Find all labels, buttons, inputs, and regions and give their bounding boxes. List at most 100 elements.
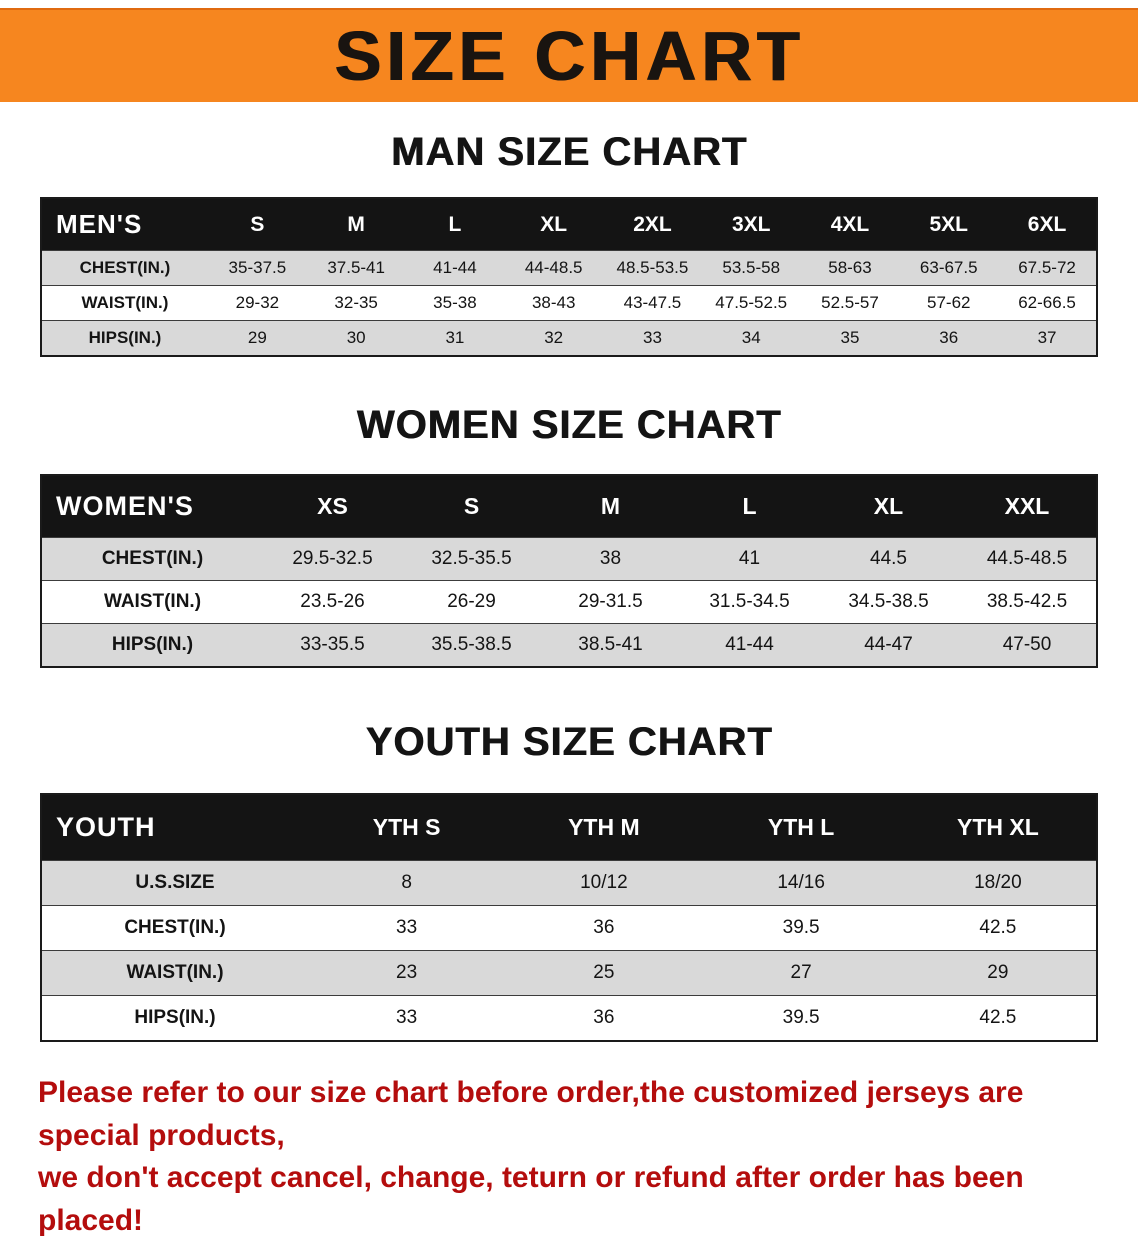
table-row: WAIST(IN.) 23.5-26 26-29 29-31.5 31.5-34.5 34… [41,580,1097,624]
table-cell: 26-29 [447,591,496,612]
table-cell: 32.5-35.5 [431,548,512,569]
table-cell: 38-43 [531,293,576,312]
men-header-row: MEN'S S M L XL 2XL 3XL 4XL 5XL 6XL [41,198,1097,251]
column-header: YTH S [308,794,506,861]
table-row: WAIST(IN.) 23 25 27 29 [41,950,1097,996]
column-header: XL [819,475,958,538]
column-header: XS [263,475,402,538]
table-row: U.S.SIZE 8 10/12 14/16 18/20 [41,860,1097,906]
table-cell: 47-50 [1002,634,1052,655]
row-label: CHEST(IN.) [124,917,226,938]
column-header: 5XL [899,198,999,251]
table-cell: 41-44 [433,258,477,277]
table-cell: 37 [1037,328,1057,347]
column-header: YTH XL [899,794,1097,861]
table-cell: 39.5 [782,917,820,938]
youth-section: YOUTH SIZE CHART YOUTH YTH S YTH M YTH L YTH… [0,720,1138,1042]
column-header: L [680,475,819,538]
youth-size-table: YOUTH YTH S YTH M YTH L YTH XL U.S.SIZE 8 10/12… [40,793,1098,1042]
table-cell: 33-35.5 [300,634,365,655]
table-cell: 67.5-72 [1018,258,1076,277]
table-cell: 43-47.5 [623,293,682,312]
table-cell: 37.5-41 [327,258,385,277]
table-cell: 44.5-48.5 [986,548,1068,569]
table-cell: 53.5-58 [722,258,781,277]
women-size-table: WOMEN'S XS S M L XL XXL CHEST(IN.) 29.5-32.5 32.5… [40,474,1098,668]
column-header: S [208,198,307,251]
row-label: CHEST(IN.) [79,258,171,277]
women-table-title-cell: WOMEN'S [41,475,263,538]
youth-header-row: YOUTH YTH S YTH M YTH L YTH XL [41,794,1097,861]
table-cell: 47.5-52.5 [715,293,788,312]
table-cell: 33 [642,328,662,347]
row-label: HIPS(IN.) [134,1007,216,1028]
column-header: XL [504,198,604,251]
table-row: HIPS(IN.) 33-35.5 35.5-38.5 38.5-41 41-44 44-… [41,623,1097,667]
table-cell: 32 [544,328,564,347]
table-cell: 35-37.5 [228,258,287,277]
table-cell: 38.5-41 [578,634,643,655]
table-cell: 23 [396,962,418,983]
table-cell: 10/12 [580,872,628,893]
table-cell: 36 [593,1007,615,1028]
table-cell: 14/16 [777,872,825,893]
table-cell: 35 [840,328,860,347]
disclaimer-text: Please refer to our size chart before or… [0,1072,1138,1242]
men-size-table: MEN'S S M L XL 2XL 3XL 4XL 5XL 6XL CHEST(IN.) 35-37… [40,197,1098,357]
row-label: WAIST(IN.) [126,962,224,983]
table-cell: 30 [346,328,366,347]
table-cell: 33 [396,917,418,938]
table-cell: 25 [593,962,615,983]
table-cell: 18/20 [974,872,1022,893]
table-cell: 52.5-57 [821,293,879,312]
table-cell: 42.5 [979,917,1017,938]
disclaimer-line-2: we don't accept cancel, change, teturn o… [38,1161,1024,1237]
column-header: YTH L [702,794,900,861]
table-cell: 63-67.5 [919,258,978,277]
table-cell: 44-47 [864,634,913,655]
table-cell: 38.5-42.5 [986,591,1068,612]
column-header: 3XL [701,198,801,251]
youth-table-title-cell: YOUTH [41,794,308,861]
size-chart-banner: SIZE CHART [0,8,1138,102]
table-cell: 33 [396,1007,418,1028]
table-cell: 29.5-32.5 [292,548,373,569]
row-label: HIPS(IN.) [88,328,162,347]
column-header: 2XL [603,198,702,251]
women-section: WOMEN SIZE CHART WOMEN'S XS S M L XL XXL CHEST(… [0,403,1138,668]
women-section-heading: WOMEN SIZE CHART [356,403,782,447]
table-cell: 41 [738,548,761,569]
table-cell: 58-63 [828,258,872,277]
table-cell: 42.5 [979,1007,1017,1028]
table-row: HIPS(IN.) 33 36 39.5 42.5 [41,995,1097,1041]
table-cell: 38 [599,548,622,569]
table-cell: 29 [247,328,267,347]
row-label: U.S.SIZE [135,872,215,893]
youth-section-heading: YOUTH SIZE CHART [365,720,773,764]
table-cell: 29-32 [235,293,280,312]
row-label: CHEST(IN.) [101,548,204,569]
disclaimer-line-1: Please refer to our size chart before or… [38,1076,1024,1152]
table-cell: 27 [790,962,812,983]
column-header: L [405,198,505,251]
table-cell: 57-62 [927,293,971,312]
table-cell: 29-31.5 [578,591,643,612]
row-label: WAIST(IN.) [103,591,202,612]
table-cell: 36 [593,917,615,938]
table-cell: 39.5 [782,1007,820,1028]
table-cell: 32-35 [334,293,378,312]
table-cell: 35.5-38.5 [431,634,512,655]
table-cell: 41-44 [725,634,774,655]
page-title: SIZE CHART [334,17,804,95]
table-cell: 36 [939,328,959,347]
table-cell: 34 [741,328,761,347]
men-table-title-cell: MEN'S [41,198,208,251]
column-header: M [306,198,406,251]
men-section-heading: MAN SIZE CHART [390,130,748,174]
table-row: HIPS(IN.) 29 30 31 32 33 34 35 36 37 [41,320,1097,356]
table-cell: 34.5-38.5 [848,591,929,612]
table-cell: 23.5-26 [300,591,365,612]
column-header: YTH M [505,794,703,861]
table-cell: 44-48.5 [524,258,583,277]
column-header: M [541,475,680,538]
